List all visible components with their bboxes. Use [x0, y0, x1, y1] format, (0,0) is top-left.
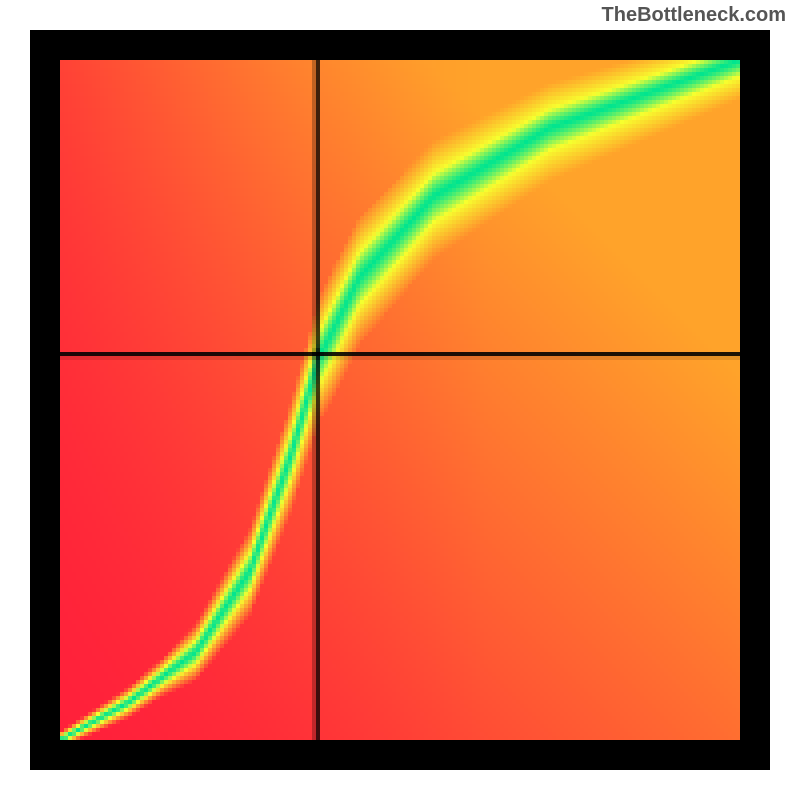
heatmap-plot	[30, 30, 770, 770]
heatmap-canvas	[60, 60, 740, 740]
watermark-text: TheBottleneck.com	[602, 4, 786, 27]
